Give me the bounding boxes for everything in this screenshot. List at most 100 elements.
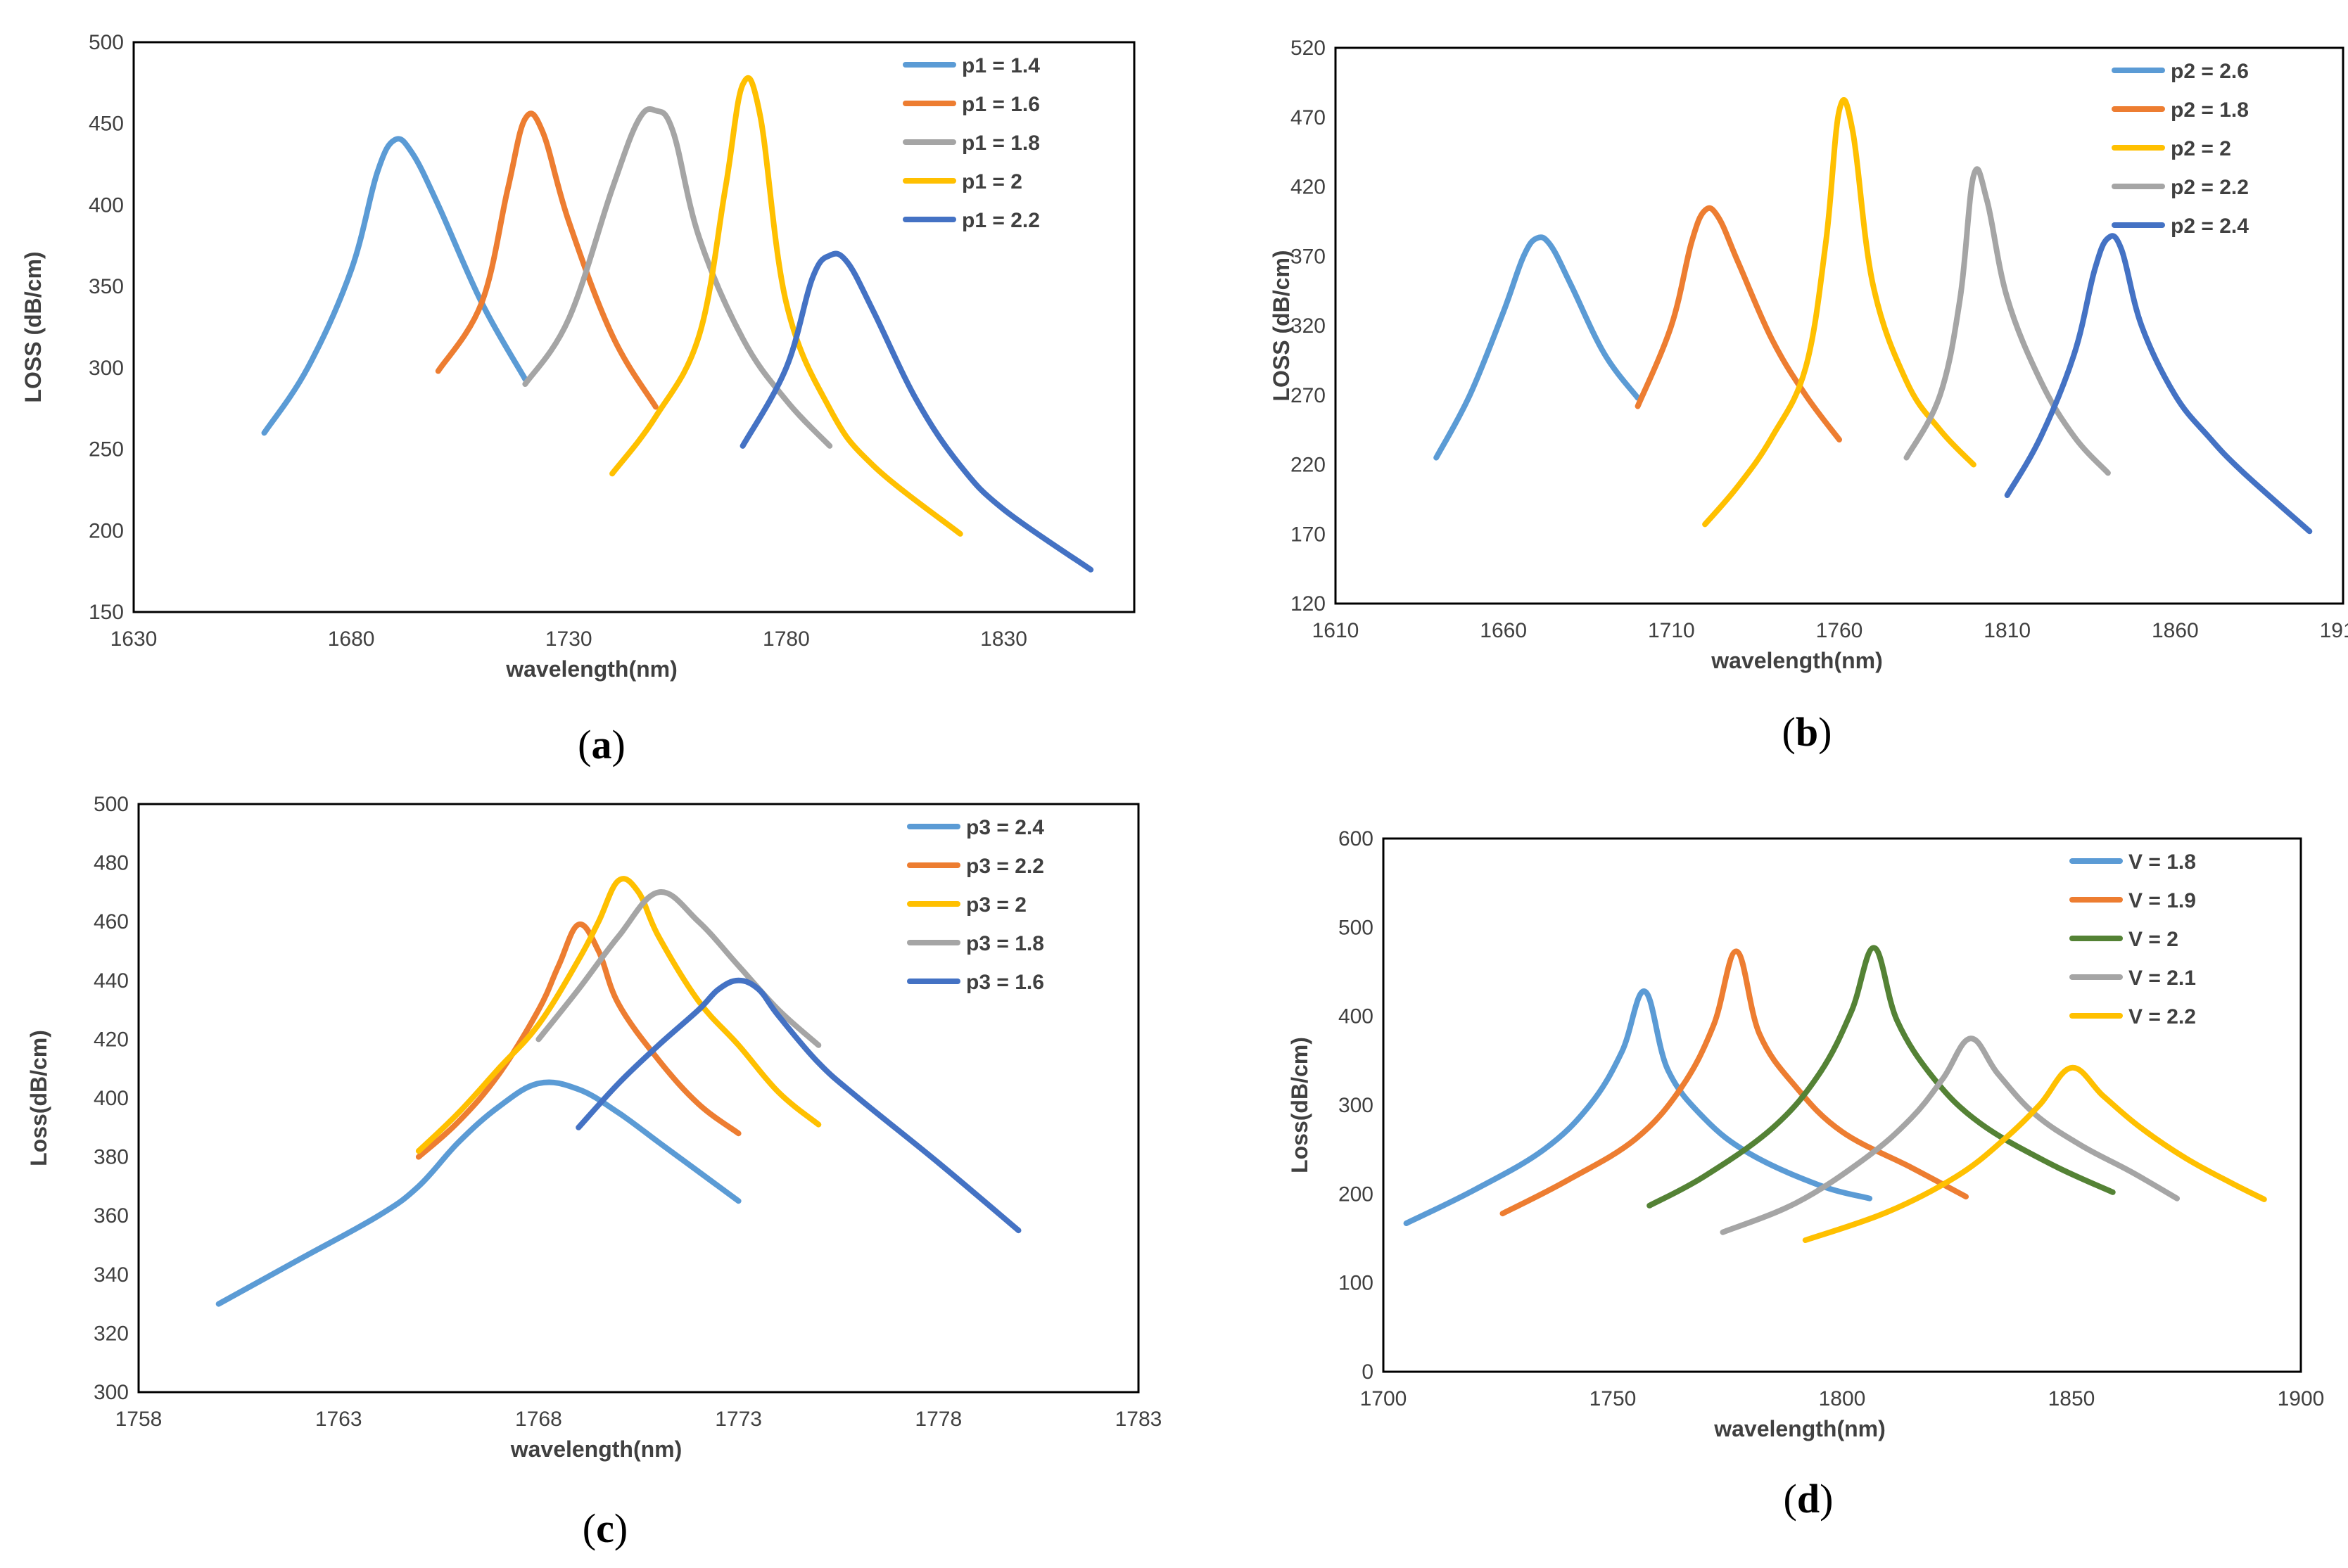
y-tick-label: 300 xyxy=(94,1381,129,1404)
series-line-4 xyxy=(1720,1035,2180,1235)
y-tick-label: 340 xyxy=(94,1263,129,1287)
y-tick-label: 300 xyxy=(1338,1094,1373,1117)
plot-frame xyxy=(132,41,1136,613)
x-axis-title: wavelength(nm) xyxy=(510,1436,683,1462)
x-axis-title: wavelength(nm) xyxy=(1711,648,1883,673)
panel-label-b: (b) xyxy=(1782,709,1832,755)
x-tick-label: 1860 xyxy=(2152,619,2199,642)
legend-label: V = 2.2 xyxy=(2128,1005,2196,1028)
x-tick-label: 1630 xyxy=(110,627,158,651)
y-tick-label: 500 xyxy=(1338,916,1373,939)
y-tick-label: 420 xyxy=(94,1028,129,1051)
x-tick-label: 1768 xyxy=(515,1408,562,1431)
y-tick-label: 200 xyxy=(1338,1183,1373,1206)
plot-frame xyxy=(1382,837,2302,1373)
y-tick-label: 400 xyxy=(89,193,124,217)
legend-label: p3 = 2.2 xyxy=(966,855,1044,878)
legend-label: V = 2.1 xyxy=(2128,967,2196,990)
legend-label: V = 1.8 xyxy=(2128,850,2196,874)
series-line-2 xyxy=(415,922,742,1160)
y-tick-label: 520 xyxy=(1290,37,1326,60)
series-line-5 xyxy=(576,977,1022,1234)
x-tick-label: 1800 xyxy=(1819,1387,1866,1410)
y-tick-label: 270 xyxy=(1290,384,1326,407)
series-line-2 xyxy=(1635,205,1842,442)
y-tick-label: 450 xyxy=(89,113,124,136)
y-tick-label: 360 xyxy=(94,1204,129,1228)
series-line-2 xyxy=(435,110,659,410)
chart-panel-d: 0 100 200 300 400 500 600 1700 1750 1800 1850 1900 w… xyxy=(1287,827,2324,1441)
y-tick-label: 250 xyxy=(89,438,124,461)
legend-label: p2 = 2.6 xyxy=(2171,60,2249,83)
legend-label: p3 = 1.6 xyxy=(966,971,1044,994)
x-tick-label: 1680 xyxy=(328,627,375,651)
y-tick-label: 170 xyxy=(1290,523,1326,546)
series-line-5 xyxy=(740,250,1094,573)
y-tick-label: 400 xyxy=(94,1087,129,1110)
y-tick-label: 500 xyxy=(94,793,129,816)
y-tick-label: 100 xyxy=(1338,1272,1373,1295)
x-tick-label: 1910 xyxy=(2320,619,2348,642)
chart-panel-c: 300 320 340 360 380 400 420 440 460 480 500 1758 176… xyxy=(26,793,1162,1462)
series-line-1 xyxy=(1433,234,1641,461)
x-tick-label: 1730 xyxy=(545,627,592,651)
plot-frame xyxy=(137,803,1140,1394)
x-tick-label: 1758 xyxy=(115,1408,163,1431)
x-tick-label: 1610 xyxy=(1312,619,1359,642)
x-tick-label: 1760 xyxy=(1816,619,1863,642)
x-tick-label: 1763 xyxy=(315,1408,362,1431)
x-axis-title: wavelength(nm) xyxy=(505,656,678,682)
y-tick-label: 600 xyxy=(1338,827,1373,850)
legend-label: p1 = 1.8 xyxy=(962,132,1040,155)
x-axis-title: wavelength(nm) xyxy=(1713,1416,1886,1441)
y-tick-label: 480 xyxy=(94,852,129,875)
y-axis-title: LOSS (dB/cm) xyxy=(20,251,46,402)
y-tick-label: 300 xyxy=(89,357,124,380)
x-tick-label: 1850 xyxy=(2048,1387,2095,1410)
legend-label: p2 = 2 xyxy=(2171,137,2231,160)
x-tick-label: 1750 xyxy=(1589,1387,1637,1410)
x-tick-label: 1810 xyxy=(1984,619,2031,642)
x-tick-label: 1700 xyxy=(1360,1387,1407,1410)
legend-label: p2 = 1.8 xyxy=(2171,98,2249,122)
y-tick-label: 320 xyxy=(94,1322,129,1345)
y-tick-label: 440 xyxy=(94,969,129,993)
x-tick-label: 1773 xyxy=(715,1408,762,1431)
chart-panel-a: 150 200 250 300 350 400 450 500 1630 1680 1730 1780… xyxy=(20,31,1136,682)
legend-label: p2 = 2.2 xyxy=(2171,176,2249,199)
series-line-3 xyxy=(522,106,833,449)
y-tick-label: 460 xyxy=(94,910,129,933)
y-tick-label: 350 xyxy=(89,275,124,298)
series-line-2 xyxy=(1499,948,1969,1217)
y-tick-label: 150 xyxy=(89,601,124,624)
y-tick-label: 400 xyxy=(1338,1005,1373,1028)
y-axis-title: LOSS (dB/cm) xyxy=(1269,250,1294,401)
y-tick-label: 200 xyxy=(89,519,124,542)
legend-label: V = 2 xyxy=(2128,928,2178,951)
x-tick-label: 1710 xyxy=(1648,619,1695,642)
legend-label: p1 = 1.4 xyxy=(962,54,1040,77)
series-line-5 xyxy=(1802,1064,2267,1243)
legend-label: V = 1.9 xyxy=(2128,889,2196,912)
y-tick-label: 0 xyxy=(1362,1360,1373,1384)
series-line-1 xyxy=(261,136,528,436)
x-tick-label: 1660 xyxy=(1480,619,1527,642)
legend-label: p3 = 2.4 xyxy=(966,816,1044,839)
series-line-4 xyxy=(609,75,963,537)
y-axis-title: Loss(dB/cm) xyxy=(1287,1037,1312,1173)
panel-label-d: (d) xyxy=(1784,1476,1834,1522)
x-tick-label: 1778 xyxy=(915,1408,962,1431)
series-line-3 xyxy=(415,876,822,1154)
series-line-1 xyxy=(215,1079,742,1307)
x-tick-label: 1900 xyxy=(2278,1387,2325,1410)
legend-label: p1 = 2 xyxy=(962,170,1022,193)
x-tick-label: 1783 xyxy=(1115,1408,1162,1431)
y-tick-label: 220 xyxy=(1290,454,1326,477)
y-tick-label: 470 xyxy=(1290,106,1326,129)
legend-label: p2 = 2.4 xyxy=(2171,215,2249,238)
chart-panel-b: 120 170 220 270 320 370 420 470 520 1610 1660 1710 1… xyxy=(1269,37,2348,673)
legend-label: p3 = 2 xyxy=(966,893,1027,917)
x-tick-label: 1830 xyxy=(980,627,1027,651)
y-axis-title: Loss(dB/cm) xyxy=(26,1030,51,1166)
